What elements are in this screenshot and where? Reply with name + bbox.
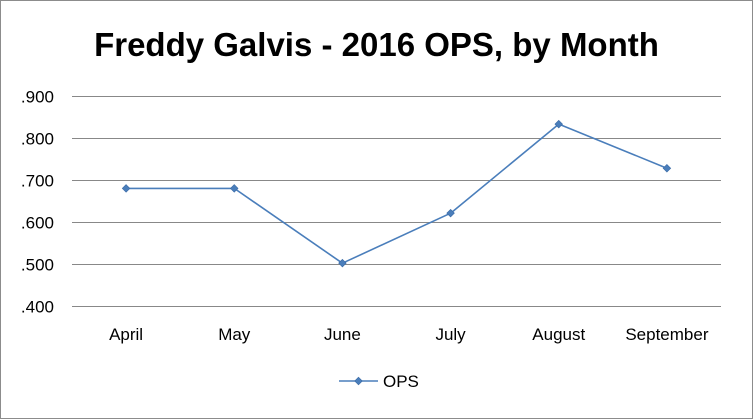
legend-marker: [354, 376, 363, 386]
y-tick-label: .500: [21, 256, 54, 275]
x-tick-label: August: [532, 325, 585, 344]
y-tick-label: .600: [21, 214, 54, 233]
legend-label: OPS: [383, 372, 419, 391]
x-tick-label: May: [218, 325, 251, 344]
series-layer: [121, 119, 672, 268]
y-tick-label: .700: [21, 172, 54, 191]
chart-title: Freddy Galvis - 2016 OPS, by Month: [94, 26, 659, 63]
y-axis-ticks: .900 .800 .700 .600 .500 .400: [21, 88, 54, 317]
y-tick-label: .900: [21, 88, 54, 107]
grid-layer: [72, 96, 721, 307]
x-tick-label: April: [109, 325, 143, 344]
x-tick-label: September: [625, 325, 708, 344]
data-point: [446, 208, 455, 218]
x-tick-label: June: [324, 325, 361, 344]
y-tick-label: .800: [21, 130, 54, 149]
data-point: [662, 164, 672, 173]
legend: OPS: [339, 372, 419, 391]
x-axis-ticks: April May June July August September: [109, 325, 709, 344]
series-line-ops: [126, 123, 668, 265]
data-point: [230, 184, 239, 193]
x-tick-label: July: [435, 325, 466, 344]
data-point: [338, 258, 347, 268]
data-point: [554, 119, 563, 129]
y-tick-label: .400: [21, 298, 54, 317]
data-point: [121, 184, 131, 193]
